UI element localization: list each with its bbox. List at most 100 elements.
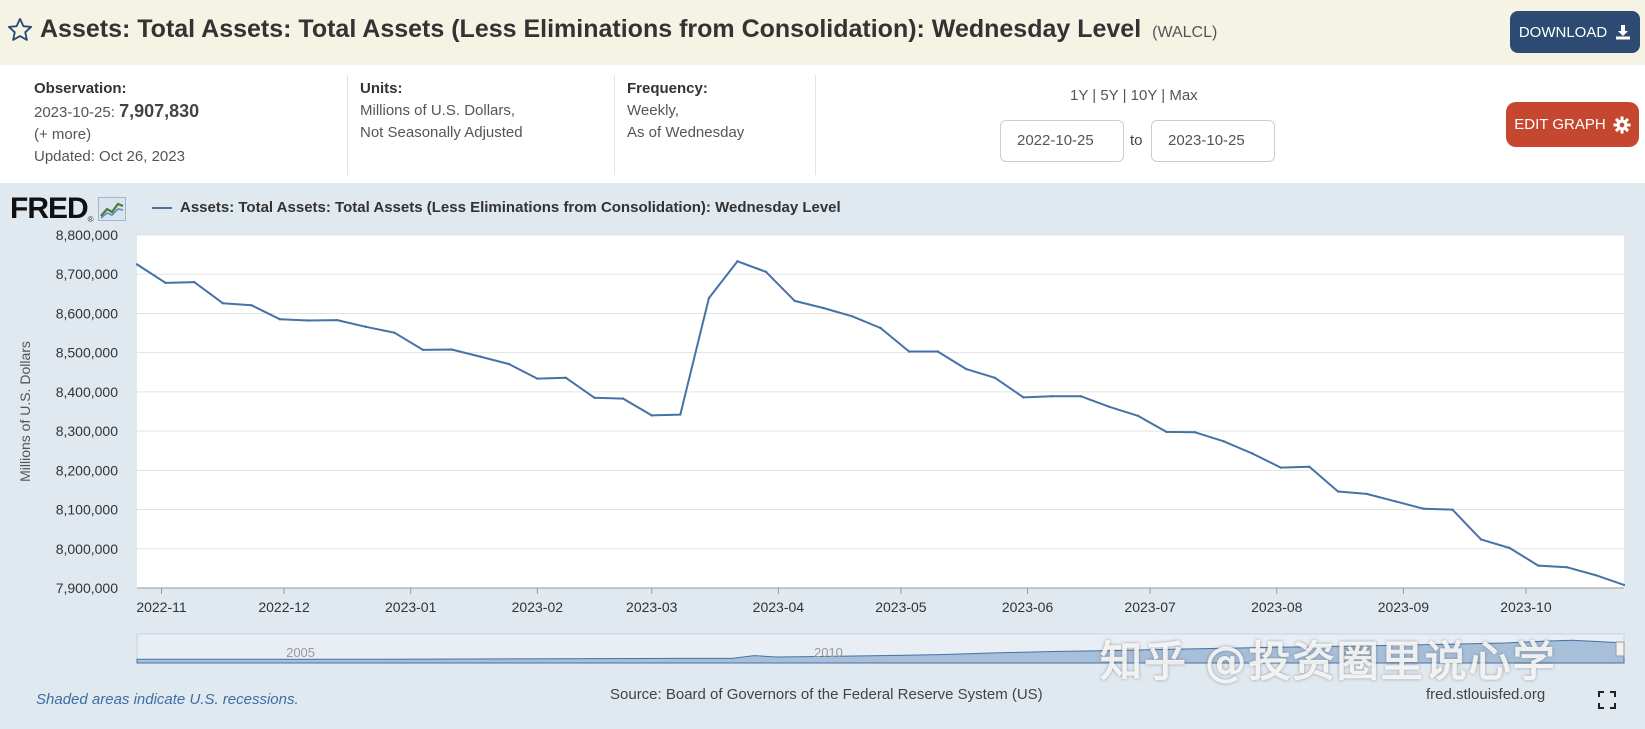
- data-point: [1222, 440, 1225, 443]
- units-block: Units: Millions of U.S. Dollars, Not Sea…: [360, 78, 523, 144]
- data-point: [936, 350, 939, 353]
- end-date-input[interactable]: 2023-10-25: [1151, 120, 1275, 162]
- range-max[interactable]: Max: [1169, 87, 1198, 104]
- data-point: [1594, 573, 1597, 577]
- data-point: [1336, 490, 1340, 493]
- data-point: [879, 326, 882, 330]
- recession-note: Shaded areas indicate U.S. recessions.: [36, 691, 299, 708]
- data-point: [364, 325, 367, 328]
- fred-url[interactable]: fred.stlouisfed.org: [1426, 686, 1546, 703]
- observation-label: Observation:: [34, 80, 127, 97]
- range-separator: |: [1122, 87, 1127, 104]
- divider: [614, 75, 615, 175]
- data-point: [507, 362, 510, 366]
- x-tick-label: 2023-01: [385, 599, 437, 615]
- frequency-line-2: As of Wednesday: [627, 124, 745, 141]
- data-point: [1108, 405, 1111, 408]
- data-point: [1365, 492, 1368, 496]
- fred-logo-text: FRED: [10, 192, 89, 225]
- y-tick-label: 8,800,000: [56, 227, 118, 243]
- units-line-2: Not Seasonally Adjusted: [360, 124, 523, 141]
- navigator-tick-label: 2015: [1342, 645, 1371, 660]
- data-point: [621, 397, 625, 400]
- data-point: [193, 280, 196, 284]
- download-icon: [1616, 25, 1631, 40]
- x-tick-label: 2023-02: [512, 599, 564, 615]
- x-tick-label: 2023-07: [1124, 599, 1176, 615]
- observation-row: 2023-10-25: 7,907,830: [34, 100, 199, 124]
- data-point: [1308, 465, 1311, 468]
- title-bar: Assets: Total Assets: Total Assets (Less…: [0, 0, 1645, 65]
- download-button[interactable]: DOWNLOAD: [1510, 11, 1640, 53]
- data-point: [707, 296, 711, 300]
- divider: [347, 75, 348, 175]
- data-point: [1537, 564, 1540, 567]
- data-point: [221, 302, 224, 305]
- data-point: [336, 318, 339, 322]
- start-date-input[interactable]: 2022-10-25: [1000, 120, 1124, 162]
- frequency-line-1: Weekly,: [627, 102, 679, 119]
- data-point: [1136, 414, 1140, 417]
- data-point: [135, 263, 139, 266]
- fred-logo[interactable]: FRED ®: [10, 193, 126, 227]
- data-point: [965, 367, 968, 371]
- x-tick-label: 2023-06: [1002, 599, 1054, 615]
- download-label: DOWNLOAD: [1518, 23, 1608, 41]
- data-point: [907, 350, 911, 353]
- x-tick-label: 2023-03: [626, 599, 678, 615]
- more-link[interactable]: (+ more): [34, 126, 92, 143]
- y-tick-label: 8,700,000: [56, 266, 118, 282]
- navigator-tick-label: 2005: [286, 645, 315, 660]
- data-point: [1479, 538, 1483, 541]
- edit-graph-button[interactable]: EDIT GRAPH: [1506, 102, 1639, 147]
- y-axis-title: Millions of U.S. Dollars: [17, 341, 33, 482]
- data-point: [1394, 500, 1397, 503]
- page-title-text: Assets: Total Assets: Total Assets (Less…: [40, 15, 1142, 43]
- data-point: [593, 396, 596, 399]
- navigator-handle[interactable]: [1615, 641, 1625, 657]
- range-10y[interactable]: 10Y: [1130, 87, 1158, 104]
- page-title: Assets: Total Assets: Total Assets (Less…: [40, 15, 1217, 44]
- data-point: [1050, 395, 1054, 398]
- fred-graph-icon: [97, 197, 126, 221]
- data-point: [850, 315, 854, 318]
- data-point: [307, 319, 310, 322]
- fullscreen-icon[interactable]: [1598, 691, 1616, 709]
- data-point: [393, 331, 396, 334]
- y-tick-label: 8,000,000: [56, 541, 118, 557]
- legend-label: Assets: Total Assets: Total Assets (Less…: [180, 199, 841, 216]
- y-tick-label: 8,100,000: [56, 502, 118, 518]
- y-tick-label: 7,900,000: [56, 580, 118, 596]
- series-meta: Observation: 2023-10-25: 7,907,830 (+ mo…: [0, 65, 1645, 183]
- gear-icon: [1613, 115, 1631, 134]
- updated-date: Updated: Oct 26, 2023: [34, 148, 185, 165]
- x-tick-label: 2022-11: [136, 599, 187, 615]
- data-point: [1622, 583, 1626, 587]
- units-label: Units:: [360, 80, 403, 97]
- divider: [815, 75, 816, 175]
- data-point: [1165, 430, 1168, 434]
- data-point: [679, 413, 682, 416]
- navigator-area: [136, 639, 1625, 664]
- x-tick-label: 2023-09: [1378, 599, 1430, 615]
- chart-panel: FRED ® Assets: Total Assets: Total Asset…: [0, 183, 1645, 729]
- data-point: [1079, 395, 1082, 398]
- data-point: [993, 376, 997, 379]
- range-1y[interactable]: 1Y: [1070, 87, 1089, 104]
- data-point: [822, 306, 825, 310]
- star-icon[interactable]: [6, 16, 34, 44]
- data-point: [764, 270, 768, 274]
- data-point: [793, 299, 796, 303]
- units-line-1: Millions of U.S. Dollars,: [360, 102, 516, 119]
- observation-date: 2023-10-25:: [34, 104, 115, 121]
- data-point: [1451, 508, 1454, 511]
- line-chart[interactable]: 7,900,000 8,000,000 8,100,000 8,200,000 8,30…: [0, 183, 1645, 673]
- data-point: [164, 281, 167, 285]
- data-point: [479, 355, 482, 358]
- chart-legend: Assets: Total Assets: Total Assets (Less…: [152, 199, 841, 216]
- y-tick-label: 8,200,000: [56, 462, 118, 478]
- navigator-tick-label: 2010: [814, 645, 843, 660]
- range-separator: |: [1161, 87, 1166, 104]
- range-5y[interactable]: 5Y: [1100, 87, 1119, 104]
- data-point: [536, 377, 539, 380]
